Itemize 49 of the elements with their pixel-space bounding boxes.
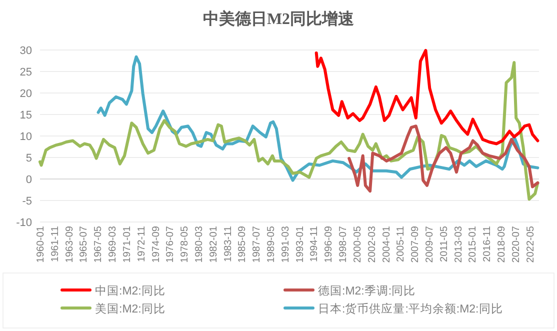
x-tick-label: 1985-09 [237,226,248,263]
x-tick-label: 1982-01 [208,226,220,263]
y-tick-label: -10 [16,217,32,229]
x-tick-label: 2011-05 [438,226,450,262]
x-tick-label: 1991-03 [280,226,292,263]
x-tick-label: 1974-09 [150,226,162,263]
x-tick-label: 1983-11 [222,226,234,262]
x-tick-label: 1989-05 [266,226,278,263]
x-tick-label: 1969-03 [108,226,119,263]
x-tick-label: 1960-01 [36,226,46,263]
y-tick-label: 0 [26,174,32,186]
x-tick-label: 2009-07 [424,226,436,263]
x-tick-label: 1993-01 [294,226,306,263]
x-tick-label: 2015-01 [468,226,479,263]
legend-label: 中国:M2:同比 [95,284,166,298]
x-tick-label: 1963-09 [64,226,76,263]
x-tick-label: 1996-09 [324,226,335,263]
y-tick-label: -5 [22,196,32,208]
x-tick-label: 2007-09 [410,226,422,263]
x-tick-label: 2018-09 [496,226,508,263]
y-tick-label: 20 [20,88,32,100]
chart-title: 中美德日M2同比增速 [202,9,356,28]
x-tick-label: 2022-05 [525,226,536,263]
x-tick-label: 1994-11 [309,226,320,262]
x-tick-label: 1972-11 [136,226,148,262]
y-tick-label: 5 [26,152,32,164]
x-tick-label: 1967-05 [93,226,104,263]
x-tick-label: 1998-07 [338,226,350,263]
x-tick-label: 2000-05 [352,226,364,263]
x-tick-label: 2016-11 [482,226,494,262]
x-tick-label: 2020-07 [510,226,522,263]
x-tick-label: 1961-11 [50,226,61,262]
x-tick-label: 1987-07 [252,226,263,263]
x-tick-label: 2004-01 [381,226,392,263]
y-tick-label: 30 [20,45,32,57]
x-tick-label: 1965-07 [78,226,90,263]
x-tick-label: 2005-11 [396,226,407,262]
x-tick-label: 2013-03 [453,226,464,263]
y-tick-label: 15 [20,110,32,122]
x-tick-label: 1980-03 [194,226,205,263]
x-tick-label: 1978-05 [180,226,191,263]
x-tick-label: 2002-03 [366,226,378,263]
legend-label: 德国:M2:季调:同比 [318,284,416,298]
y-tick-label: 10 [20,131,32,143]
x-tick-label: 1976-07 [165,226,176,263]
legend-label: 日本:货币供应量:平均余额:M2:同比 [318,302,503,316]
legend-label: 美国:M2:同比 [95,302,166,316]
x-tick-label: 1971-01 [122,226,133,263]
y-tick-label: 25 [20,66,32,78]
